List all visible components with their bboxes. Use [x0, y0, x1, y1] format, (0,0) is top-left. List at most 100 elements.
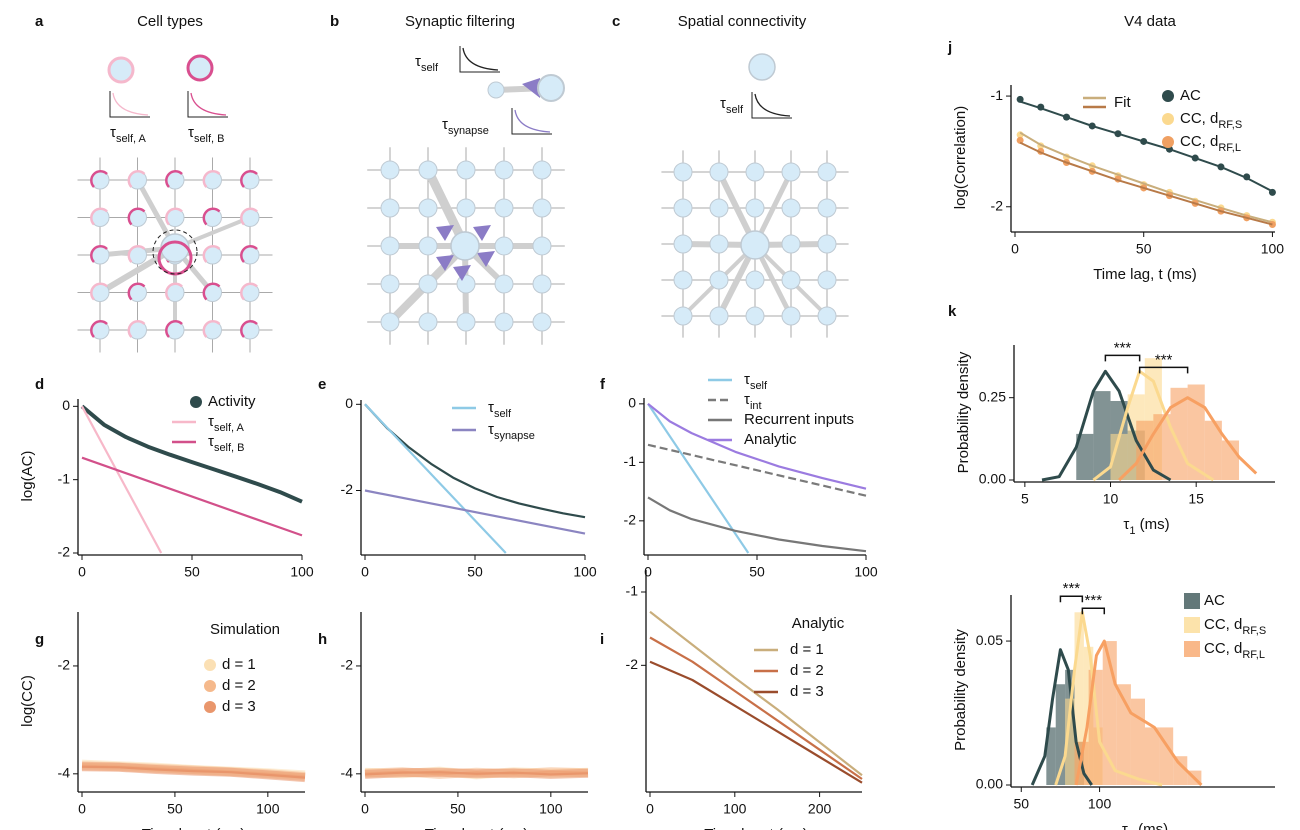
x-tick-label: 0 [361, 801, 369, 817]
cell-type-ring [202, 320, 221, 338]
histogram-bar [1065, 698, 1075, 785]
histogram-bar [1046, 727, 1056, 785]
cell-type-ring [240, 282, 258, 301]
y-tick-label: 0.00 [979, 471, 1006, 487]
y-tick-label: -2 [58, 657, 71, 673]
cell-type-ring [165, 170, 183, 188]
decay-icon-axes [751, 92, 792, 119]
cell-type-ring [240, 170, 258, 188]
panel-title: Synaptic filtering [405, 13, 515, 30]
cell-type-ring [127, 245, 146, 263]
neuron [709, 198, 729, 218]
legend-marker [204, 701, 216, 713]
cell-type-ring [165, 207, 183, 226]
y-tick-label: -1 [58, 470, 71, 486]
legend-marker [1162, 90, 1174, 102]
x-tick-label: 5 [1021, 491, 1029, 507]
panel-letter: d [35, 376, 44, 393]
significance-label: *** [1085, 592, 1103, 609]
series-line [364, 489, 586, 535]
density-curve [1041, 369, 1172, 482]
neuron [380, 236, 400, 256]
x-tick-label: 100 [290, 564, 314, 580]
y-axis-label: log(CC) [19, 675, 36, 727]
x-axis-label-part: τ [1123, 516, 1129, 533]
x-tick-label: 100 [256, 801, 280, 817]
data-point [1016, 136, 1024, 144]
density-curve [1074, 639, 1203, 787]
histogram-bar [1145, 727, 1160, 785]
neuron [380, 274, 400, 294]
y-tick-label: -2 [624, 512, 637, 528]
x-tick-label: 50 [749, 564, 765, 580]
neuron [418, 274, 438, 294]
x-axis-label: τ1 (ms) [1123, 516, 1169, 537]
diagram-label-part: self, A [116, 133, 147, 145]
series-line [81, 456, 303, 537]
series-line [364, 403, 507, 554]
x-tick-label: 100 [854, 564, 878, 580]
y-axis-label: log(AC) [19, 451, 36, 502]
x-tick-label: 0 [78, 564, 86, 580]
x-tick-label: 0 [646, 801, 654, 817]
diagram-label: τself, A [110, 124, 147, 145]
significance-bracket [1059, 595, 1084, 603]
post-neuron [537, 74, 565, 102]
neuron [456, 312, 476, 332]
y-tick-label: -4 [341, 765, 354, 781]
diagram-label: τself [720, 95, 744, 116]
neuron [781, 234, 801, 254]
y-tick-label: -4 [58, 765, 71, 781]
cell-a-icon [107, 56, 135, 84]
y-axis-label: Probability density [952, 629, 969, 751]
neuron [781, 162, 801, 182]
series-line [81, 765, 306, 779]
neuron [494, 312, 514, 332]
series-line [649, 660, 863, 784]
cell-type-ring [202, 245, 221, 263]
x-tick-label: 100 [1261, 241, 1285, 257]
cell-type-ring [202, 282, 221, 301]
synapse-icon [522, 78, 540, 98]
neuron [709, 162, 729, 182]
cell-type-ring [165, 282, 183, 301]
neuron [781, 270, 801, 290]
decay-icon-axes [187, 91, 228, 118]
legend-label-part: RF,S [1218, 119, 1242, 131]
neuron [494, 160, 514, 180]
decay-icon-curve [514, 109, 551, 133]
neuron [673, 306, 693, 326]
panel-letter: g [35, 631, 44, 648]
x-axis-label: Time lag, t (ms) [1093, 266, 1197, 283]
diagram-label: τself, B [188, 124, 225, 145]
synapse [473, 225, 491, 241]
neuron [456, 198, 476, 218]
cell-b-icon [186, 54, 214, 82]
histogram-bar [1110, 433, 1128, 480]
histogram-bar [1173, 756, 1188, 785]
cell-type-ring [127, 282, 146, 301]
neuron [494, 236, 514, 256]
neuron [456, 160, 476, 180]
neuron [418, 198, 438, 218]
panel-title: Spatial connectivity [678, 13, 807, 30]
decay-icon-curve [462, 47, 499, 71]
neuron [817, 198, 837, 218]
legend-label-part: τ [488, 421, 494, 438]
neuron [456, 274, 476, 294]
neuron [673, 234, 693, 254]
neuron [494, 274, 514, 294]
neuron [817, 270, 837, 290]
x-tick-label: 50 [167, 801, 183, 817]
legend-label: τself, A [208, 413, 245, 434]
x-axis-label-part: (ms) [1135, 516, 1169, 533]
neuron [745, 162, 765, 182]
significance-label: *** [1114, 339, 1132, 356]
series-line [81, 405, 163, 554]
x-axis-label: Time lag, t (ms) [704, 826, 808, 830]
panel-letter: c [612, 13, 620, 30]
legend-label: d = 2 [222, 677, 256, 694]
y-axis-label: log(Correlation) [952, 106, 969, 209]
legend-marker [204, 680, 216, 692]
